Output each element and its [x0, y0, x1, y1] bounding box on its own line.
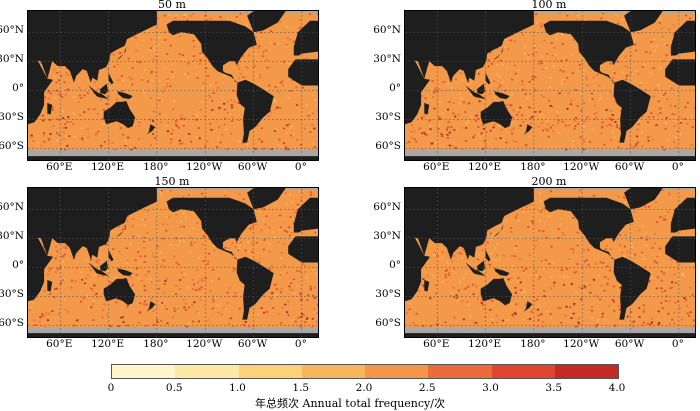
latitude-label: 0°: [0, 259, 24, 271]
sea-ice: [28, 327, 318, 333]
land-mass: [405, 156, 695, 160]
longitude-label: 120°E: [86, 338, 130, 350]
colorbar: [111, 364, 619, 379]
colorbar-tick-label: 4.0: [602, 382, 632, 394]
latitude-label: 30°N: [0, 230, 24, 242]
latitude-label: 0°: [0, 82, 24, 94]
latitude-label: 60°S: [0, 317, 24, 329]
latitude-label: 60°N: [371, 201, 401, 213]
colorbar-tick-label: 2.0: [349, 382, 379, 394]
land-mass: [28, 156, 318, 160]
colorbar-tick-label: 0: [96, 382, 126, 394]
longitude-label: 0°: [656, 161, 700, 173]
colorbar-segment: [175, 365, 238, 378]
latitude-label: 60°S: [0, 140, 24, 152]
latitude-label: 60°S: [371, 317, 401, 329]
colorbar-tick-label: 1.5: [286, 382, 316, 394]
longitude-label: 60°E: [37, 161, 81, 173]
sea-ice: [405, 327, 695, 333]
colorbar-tick-label: 2.5: [412, 382, 442, 394]
longitude-label: 120°W: [559, 161, 603, 173]
colorbar-segment: [112, 365, 175, 378]
longitude-label: 60°E: [414, 338, 458, 350]
colorbar-segment: [428, 365, 491, 378]
colorbar-tick-label: 3.0: [476, 382, 506, 394]
longitude-label: 60°W: [231, 338, 275, 350]
colorbar-tick-label: 0.5: [159, 382, 189, 394]
colorbar-segment: [302, 365, 365, 378]
latitude-label: 30°S: [0, 111, 24, 123]
colorbar-tick-label: 1.0: [223, 382, 253, 394]
longitude-label: 180°: [511, 338, 555, 350]
latitude-label: 0°: [371, 259, 401, 271]
land-mass: [28, 333, 318, 337]
longitude-label: 60°W: [608, 338, 652, 350]
colorbar-segment: [492, 365, 555, 378]
longitude-label: 120°W: [182, 338, 226, 350]
longitude-label: 120°E: [463, 161, 507, 173]
world-map: [27, 10, 319, 161]
longitude-label: 60°W: [231, 161, 275, 173]
colorbar-tick-label: 3.5: [539, 382, 569, 394]
longitude-label: 180°: [511, 161, 555, 173]
longitude-label: 120°W: [182, 161, 226, 173]
longitude-label: 0°: [279, 161, 323, 173]
longitude-label: 60°E: [37, 338, 81, 350]
longitude-label: 180°: [134, 338, 178, 350]
colorbar-segment: [239, 365, 302, 378]
world-map: [27, 187, 319, 338]
longitude-label: 120°E: [86, 161, 130, 173]
latitude-label: 60°N: [0, 201, 24, 213]
sea-ice: [28, 150, 318, 156]
latitude-label: 60°N: [0, 24, 24, 36]
longitude-label: 120°E: [463, 338, 507, 350]
colorbar-segment: [555, 365, 618, 378]
latitude-label: 30°S: [0, 288, 24, 300]
latitude-label: 30°N: [371, 53, 401, 65]
longitude-label: 0°: [656, 338, 700, 350]
latitude-label: 30°N: [0, 53, 24, 65]
latitude-label: 30°S: [371, 288, 401, 300]
longitude-label: 120°W: [559, 338, 603, 350]
latitude-label: 60°S: [371, 140, 401, 152]
world-map: [404, 10, 696, 161]
longitude-label: 60°W: [608, 161, 652, 173]
longitude-label: 60°E: [414, 161, 458, 173]
colorbar-segment: [365, 365, 428, 378]
longitude-label: 180°: [134, 161, 178, 173]
latitude-label: 30°S: [371, 111, 401, 123]
world-map: [404, 187, 696, 338]
sea-ice: [405, 150, 695, 156]
longitude-label: 0°: [279, 338, 323, 350]
latitude-label: 60°N: [371, 24, 401, 36]
land-mass: [405, 333, 695, 337]
latitude-label: 30°N: [371, 230, 401, 242]
latitude-label: 0°: [371, 82, 401, 94]
